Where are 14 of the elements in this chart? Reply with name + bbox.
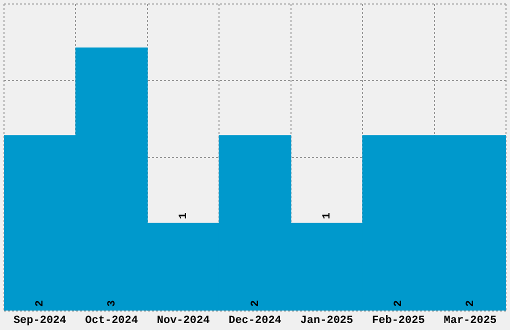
x-tick-label: Jan-2025 bbox=[300, 315, 354, 328]
x-tick-label: Sep-2024 bbox=[13, 315, 67, 328]
data-label: 1 bbox=[178, 212, 190, 220]
data-label: 1 bbox=[321, 212, 334, 220]
data-label: 2 bbox=[250, 300, 262, 307]
data-label: 2 bbox=[393, 300, 406, 307]
x-tick-label: Feb-2025 bbox=[372, 315, 426, 328]
data-label: 2 bbox=[34, 300, 47, 307]
x-tick-label: Mar-2025 bbox=[444, 315, 497, 328]
x-tick-label: Nov-2024 bbox=[156, 315, 210, 328]
data-label: 3 bbox=[106, 300, 118, 307]
x-tick-label: Dec-2024 bbox=[228, 315, 282, 328]
x-tick-label: Oct-2024 bbox=[85, 315, 138, 328]
data-label: 2 bbox=[464, 300, 477, 307]
